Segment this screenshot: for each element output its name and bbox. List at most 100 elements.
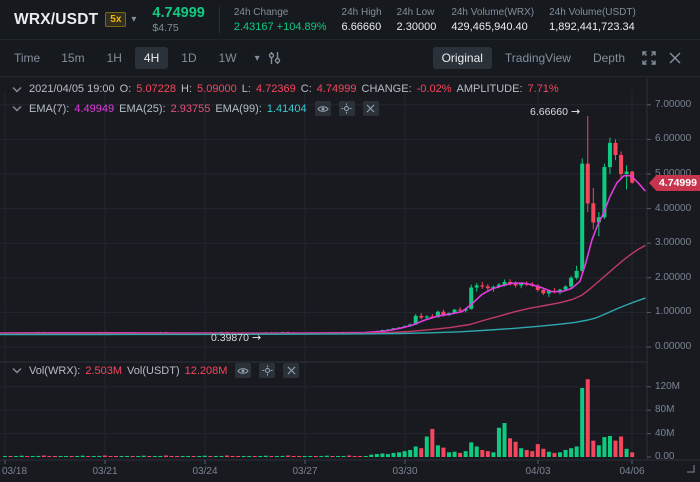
volume-bar bbox=[435, 445, 440, 457]
volume-bar bbox=[574, 446, 579, 457]
volume-bar bbox=[125, 456, 130, 457]
volume-bar bbox=[47, 456, 52, 457]
price-block: 4.74999 $4.75 bbox=[152, 5, 204, 34]
volume-bar bbox=[263, 455, 268, 457]
indicator-settings-icon[interactable] bbox=[264, 47, 286, 69]
stat-24h-low: 24h Low 2.30000 bbox=[396, 6, 437, 33]
candle-body bbox=[480, 285, 485, 287]
volume-bar bbox=[36, 455, 41, 457]
collapse-chevron-icon[interactable] bbox=[12, 367, 22, 374]
fullscreen-expand-icon[interactable] bbox=[638, 47, 660, 69]
volume-bar bbox=[369, 454, 374, 457]
candle-body bbox=[596, 217, 601, 223]
volume-bar bbox=[524, 449, 529, 457]
candle-body bbox=[569, 277, 574, 287]
remove-indicator-icon[interactable] bbox=[362, 101, 379, 116]
volume-bar bbox=[97, 455, 102, 457]
candle-body bbox=[491, 286, 496, 289]
volume-bar bbox=[102, 455, 107, 457]
low-label: L: bbox=[241, 83, 251, 95]
volume-bar bbox=[363, 456, 368, 457]
candle-body bbox=[452, 309, 457, 314]
ema25-line bbox=[0, 244, 646, 335]
candle-body bbox=[613, 142, 618, 155]
volume-bar bbox=[385, 454, 390, 457]
gear-icon[interactable] bbox=[338, 101, 355, 116]
volume-bar bbox=[291, 456, 296, 457]
candle-body bbox=[546, 290, 551, 294]
volume-bar bbox=[630, 452, 635, 457]
volume-bar bbox=[563, 449, 568, 457]
volume-bar bbox=[569, 448, 574, 457]
view-original[interactable]: Original bbox=[432, 47, 492, 69]
volume-bar bbox=[380, 453, 385, 457]
collapse-chevron-icon[interactable] bbox=[12, 86, 22, 93]
collapse-chevron-icon[interactable] bbox=[12, 105, 22, 112]
interval-1w[interactable]: 1W bbox=[218, 51, 237, 65]
volume-bar bbox=[347, 455, 352, 457]
volume-bar bbox=[319, 456, 324, 457]
volume-bar bbox=[274, 456, 279, 457]
volume-bar bbox=[269, 456, 274, 457]
volume-bar bbox=[352, 456, 357, 457]
candle-body bbox=[513, 284, 518, 286]
candle-body bbox=[458, 309, 463, 311]
interval-1d[interactable]: 1D bbox=[181, 51, 197, 65]
remove-indicator-icon[interactable] bbox=[283, 363, 300, 378]
volume-bar bbox=[447, 452, 451, 457]
symbol-name[interactable]: WRX/USDT bbox=[14, 10, 99, 28]
volume-bar bbox=[341, 455, 346, 457]
volume-readout: Vol(WRX): 2.503M Vol(USDT) 12.208M bbox=[12, 363, 300, 378]
volume-bar bbox=[41, 455, 46, 457]
leverage-badge[interactable]: 5x bbox=[105, 12, 127, 27]
volume-bar bbox=[374, 454, 379, 457]
volume-bar bbox=[236, 456, 241, 457]
volume-bar bbox=[480, 449, 485, 457]
interval-4h[interactable]: 4H bbox=[134, 47, 169, 69]
view-tradingview[interactable]: TradingView bbox=[504, 51, 571, 65]
resize-handle-icon[interactable] bbox=[686, 460, 695, 478]
eye-icon[interactable] bbox=[314, 101, 331, 116]
volume-bar bbox=[336, 456, 340, 457]
volume-bar bbox=[558, 452, 562, 457]
symbol-chevron-down-icon[interactable]: ▾ bbox=[131, 14, 137, 25]
ema99-label: EMA(99): bbox=[215, 102, 262, 115]
volume-bar bbox=[197, 456, 202, 457]
gear-icon[interactable] bbox=[259, 363, 276, 378]
volume-bar bbox=[58, 456, 63, 457]
volume-bar bbox=[419, 448, 424, 457]
volume-bar bbox=[552, 452, 557, 457]
volume-bar bbox=[330, 456, 335, 457]
volume-bar bbox=[91, 456, 96, 457]
last-price: 4.74999 bbox=[152, 5, 205, 22]
low-value: 4.72369 bbox=[255, 83, 296, 95]
interval-1h[interactable]: 1H bbox=[106, 51, 122, 65]
candle-body bbox=[502, 281, 507, 285]
close-icon[interactable] bbox=[664, 47, 686, 69]
interval-chevron-down-icon[interactable]: ▾ bbox=[254, 52, 260, 64]
volume-bar bbox=[219, 455, 224, 457]
volume-bar bbox=[358, 456, 363, 457]
candle-body bbox=[624, 171, 629, 174]
vol-usdt-label: Vol(USDT) bbox=[127, 364, 180, 377]
interval-15m[interactable]: 15m bbox=[61, 51, 85, 65]
volume-bar bbox=[496, 427, 501, 457]
stat-24h-high: 24h High 6.66660 bbox=[341, 6, 382, 33]
candle-body bbox=[441, 311, 446, 316]
volume-bar bbox=[169, 456, 174, 457]
volume-bar bbox=[530, 451, 535, 457]
volume-bar bbox=[80, 455, 85, 457]
volume-bar bbox=[485, 451, 490, 457]
volume-bar bbox=[413, 446, 418, 457]
volume-bar bbox=[191, 456, 196, 457]
volume-bar bbox=[202, 455, 207, 457]
eye-icon[interactable] bbox=[235, 363, 252, 378]
volume-bar bbox=[258, 456, 263, 457]
volume-bar bbox=[402, 451, 407, 457]
volume-bar bbox=[591, 440, 596, 457]
amplitude-label: AMPLITUDE: bbox=[456, 83, 523, 95]
chart-toolbar: Time 15m 1H 4H 1D 1W ▾ Original TradingV… bbox=[0, 40, 700, 77]
volume-bar bbox=[119, 456, 124, 457]
view-depth[interactable]: Depth bbox=[592, 51, 625, 65]
